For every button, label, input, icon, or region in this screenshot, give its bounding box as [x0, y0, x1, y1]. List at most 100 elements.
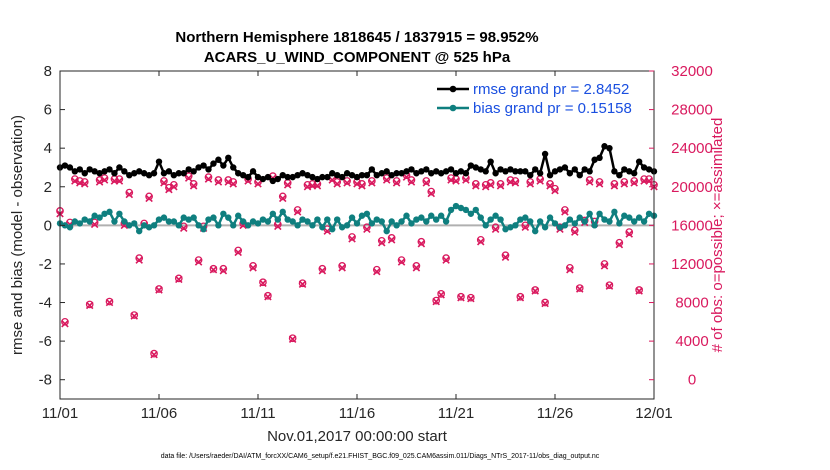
bias-point	[289, 218, 296, 225]
assimilated-obs-marker	[130, 312, 139, 320]
bias-point	[314, 216, 321, 223]
legend-box	[431, 77, 649, 121]
bias-point	[428, 212, 435, 219]
assimilated-obs-marker	[496, 182, 505, 190]
rmse-point	[96, 170, 103, 177]
y-axis-ticks: -8 -6 -4 -2 0 2 4 6 8	[39, 63, 65, 389]
bias-point	[616, 220, 623, 227]
assimilated-obs-marker	[615, 240, 624, 249]
rmse-point	[210, 160, 217, 167]
x-tick-label: 11/11	[240, 405, 275, 422]
assimilated-obs-marker	[575, 285, 584, 293]
possible-obs-marker	[145, 192, 153, 201]
assimilated-obs-marker	[457, 293, 465, 302]
rmse-point	[640, 164, 648, 171]
rmse-point	[492, 170, 499, 177]
rmse-point	[502, 168, 509, 175]
assimilated-obs-marker	[298, 280, 307, 288]
rmse-point	[81, 170, 88, 177]
bias-point	[185, 216, 192, 223]
rmse-point	[601, 143, 608, 150]
rmse-point	[586, 168, 593, 175]
rmse-point	[309, 173, 316, 181]
bias-point	[319, 224, 326, 231]
assimilated-obs-marker	[204, 175, 213, 183]
assimilated-obs-marker	[511, 179, 520, 187]
rmse-point	[230, 164, 237, 171]
y-tick-label: 0	[44, 217, 52, 234]
bias-point	[116, 210, 123, 217]
possible-obs-marker	[194, 256, 203, 264]
rmse-point	[358, 171, 366, 179]
rmse-point	[581, 166, 588, 173]
bias-point	[274, 216, 281, 223]
possible-obs-marker	[105, 297, 114, 306]
possible-obs-marker	[397, 256, 406, 264]
rmse-point	[512, 168, 519, 175]
assimilated-obs-marker	[595, 180, 604, 188]
assimilated-obs-marker	[85, 301, 94, 310]
x-tick-label: 11/26	[537, 405, 573, 422]
bias-point	[492, 212, 499, 219]
rmse-point	[254, 173, 262, 181]
y2-tick-label: 28000	[671, 102, 713, 119]
assimilated-obs-marker	[635, 287, 643, 295]
assimilated-obs-marker	[368, 179, 376, 187]
assimilated-obs-marker	[397, 258, 406, 266]
possible-obs-marker	[615, 238, 624, 247]
bias-point	[408, 220, 415, 227]
bias-point	[591, 222, 598, 229]
possible-obs-marker	[75, 177, 84, 185]
assimilated-obs-marker	[476, 237, 485, 246]
rmse-point	[180, 170, 187, 177]
rmse-point	[353, 173, 361, 181]
possible-obs-marker	[501, 251, 510, 260]
possible-obs-marker	[155, 285, 163, 293]
bias-point	[111, 218, 118, 225]
rmse-point	[244, 173, 252, 181]
assimilated-obs-marker	[115, 177, 124, 185]
bias-point	[566, 216, 574, 223]
rmse-point	[418, 168, 425, 175]
chart-subtitle: ACARS_U_WIND_COMPONENT @ 525 hPa	[204, 49, 511, 66]
assimilated-obs-marker	[170, 182, 178, 191]
possible-obs-marker	[516, 292, 525, 301]
bias-point	[497, 216, 504, 223]
bias-point	[626, 214, 633, 221]
assimilated-obs-marker	[516, 293, 525, 302]
bias-point	[433, 216, 440, 223]
x-tick-label: 11/16	[339, 405, 375, 422]
possible-obs-marker	[85, 300, 94, 309]
bias-point	[329, 226, 336, 233]
y-axis-label: rmse and bias (model - observation)	[9, 115, 26, 355]
assimilated-obs-marker	[293, 208, 302, 216]
bias-point	[596, 210, 603, 217]
assimilated-obs-marker	[254, 180, 262, 188]
bias-point	[536, 218, 544, 225]
possible-obs-marker	[125, 188, 134, 197]
bias-point	[284, 216, 291, 223]
assimilated-obs-marker	[605, 282, 614, 290]
bias-point	[230, 222, 237, 229]
assimilated-obs-marker	[209, 265, 218, 274]
bias-point	[235, 212, 242, 219]
rmse-point	[393, 170, 400, 177]
bias-point	[561, 222, 569, 229]
rmse-point	[596, 154, 603, 162]
y-tick-label: -2	[39, 256, 52, 273]
assimilated-obs-marker	[437, 291, 445, 299]
bias-point	[571, 220, 578, 227]
possible-obs-marker	[358, 180, 366, 188]
rmse-point	[645, 166, 653, 173]
possible-obs-marker	[476, 235, 485, 244]
y-tick-label: -4	[39, 295, 52, 312]
x-axis-ticks: 11/01 11/06 11/11 11/16 11/21 11/26 12/01	[42, 71, 673, 422]
assimilated-obs-marker	[135, 256, 143, 264]
assimilated-obs-marker	[382, 176, 391, 184]
assimilated-obs-marker	[491, 225, 500, 233]
bias-point	[551, 220, 559, 227]
bias-point	[96, 214, 103, 221]
assimilated-obs-marker	[387, 236, 396, 244]
assimilated-obs-marker	[288, 335, 297, 343]
rmse-point	[165, 168, 173, 175]
